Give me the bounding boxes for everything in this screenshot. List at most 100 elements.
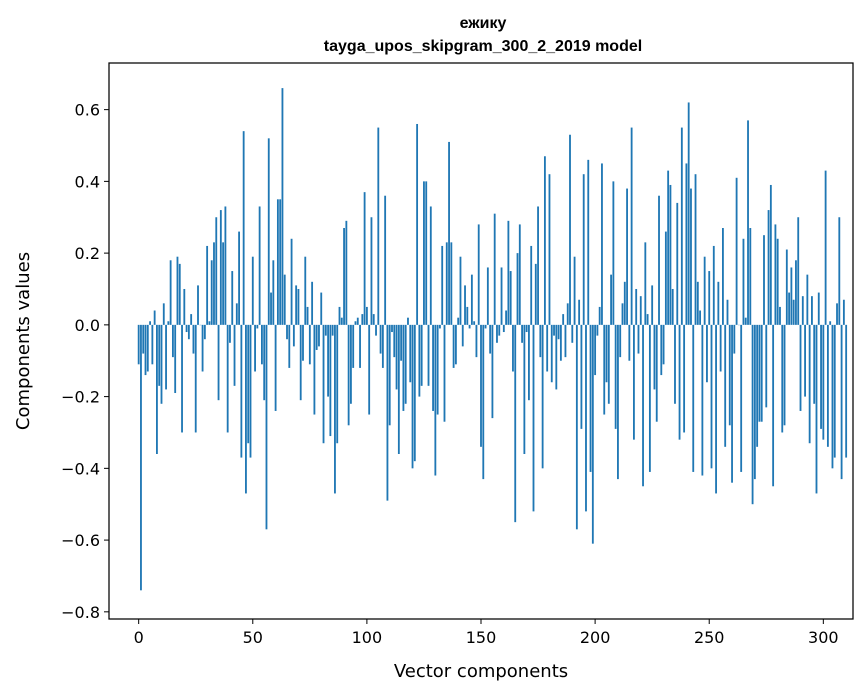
bar [334, 324, 336, 494]
bar [564, 324, 567, 358]
bar [153, 310, 156, 325]
bar [496, 324, 498, 343]
bar [283, 274, 286, 325]
y-tick-label: −0.2 [61, 388, 100, 407]
bar [224, 206, 227, 325]
bar [493, 213, 496, 325]
bar [311, 281, 314, 325]
bar [769, 184, 772, 325]
bar [468, 324, 471, 329]
bar [772, 324, 775, 487]
y-tick-label: −0.6 [61, 531, 100, 550]
bar [528, 324, 530, 401]
bar [776, 238, 779, 325]
bar [361, 314, 364, 325]
bar [569, 134, 571, 325]
bar [375, 324, 377, 336]
bar [601, 163, 603, 325]
bar [466, 306, 469, 325]
bar [824, 170, 827, 325]
bar [336, 324, 339, 444]
bar [377, 127, 380, 325]
bar [509, 271, 512, 325]
chart-subtitle: tayga_upos_skipgram_300_2_2019 model [324, 38, 642, 55]
bar [473, 321, 476, 325]
bar [591, 324, 594, 544]
bar [402, 324, 405, 411]
bar [676, 202, 679, 325]
bar [692, 324, 695, 472]
bar [644, 242, 647, 325]
bar [557, 324, 560, 340]
bar [703, 256, 706, 325]
bar [318, 324, 320, 347]
bar [281, 88, 284, 325]
bar [418, 324, 421, 397]
bar [690, 188, 692, 325]
bar [251, 256, 254, 325]
bar [413, 324, 416, 462]
bar [322, 324, 325, 444]
bar [249, 324, 252, 458]
bar [715, 324, 717, 494]
bar [667, 170, 670, 325]
chart-title: ежику [460, 15, 507, 32]
bar [347, 324, 350, 426]
bar [767, 210, 770, 325]
bar [158, 324, 161, 386]
bar [210, 260, 213, 325]
bar [728, 324, 731, 426]
bar [842, 299, 845, 325]
bar [502, 324, 505, 333]
x-axis-ticks: 0 50 100 150 200 250 300 [134, 619, 839, 647]
bar [639, 296, 642, 325]
bar [607, 324, 610, 404]
bar [651, 285, 654, 325]
bar [459, 256, 462, 325]
bar [808, 324, 811, 444]
bar [235, 303, 238, 325]
bar [575, 324, 578, 530]
bar [420, 324, 423, 386]
bar [589, 324, 592, 472]
bar [514, 324, 517, 523]
bar [340, 317, 343, 325]
bar [482, 324, 485, 480]
bar [628, 324, 631, 361]
x-tick-label: 250 [694, 628, 725, 647]
bar [521, 324, 523, 343]
bar [434, 324, 437, 476]
bar [512, 324, 514, 372]
bar [756, 324, 759, 447]
bar [646, 314, 649, 325]
bar [696, 281, 699, 325]
bar [813, 324, 816, 404]
bar [740, 324, 743, 472]
bar [719, 324, 722, 372]
bar [162, 303, 165, 325]
bar [648, 324, 651, 472]
bar [171, 324, 174, 358]
bar [475, 324, 478, 358]
bar [726, 299, 729, 325]
bar [655, 324, 658, 422]
bar [450, 242, 453, 325]
bar [708, 271, 711, 325]
bar [215, 217, 218, 325]
bar [571, 324, 574, 343]
bar [765, 324, 768, 408]
bar [532, 324, 535, 512]
bar [176, 256, 179, 325]
bar [359, 324, 361, 368]
bar [758, 324, 761, 422]
bar [470, 274, 473, 325]
bar [206, 245, 209, 325]
x-tick-label: 150 [466, 628, 497, 647]
bar [272, 260, 275, 325]
bar [722, 228, 724, 325]
bar [578, 299, 581, 325]
bar [313, 324, 316, 415]
bar [144, 324, 147, 376]
bar [543, 156, 546, 325]
